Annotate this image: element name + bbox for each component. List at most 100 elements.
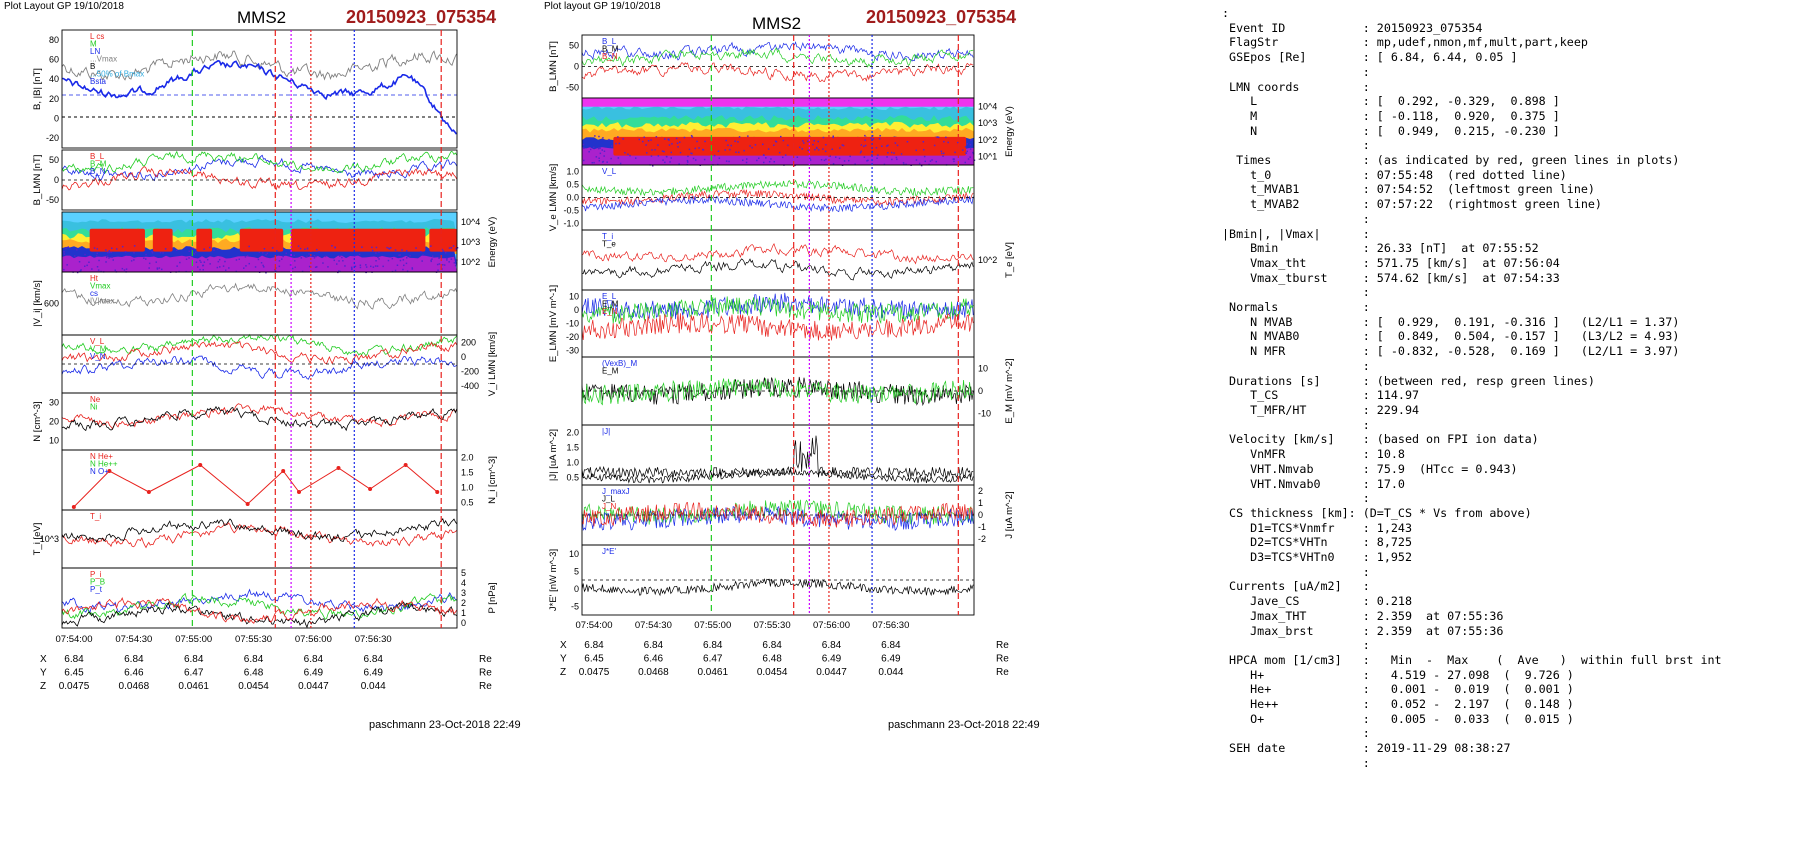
spectrogram-pixel bbox=[860, 144, 863, 146]
spectrogram-pixel bbox=[375, 252, 377, 254]
spectrogram-pixel bbox=[133, 252, 135, 254]
spectrogram-pixel bbox=[403, 264, 405, 267]
info-line: CS thickness [km]: (D=T_CS * Vs from abo… bbox=[1222, 505, 1532, 520]
spectrogram-pixel bbox=[243, 267, 245, 269]
spectrogram-pixel bbox=[263, 266, 265, 268]
mid-pos-row-label: Z bbox=[560, 667, 566, 678]
spectrogram-pixel bbox=[430, 259, 432, 262]
mid-pos-unit: Re bbox=[996, 654, 1009, 665]
spectrogram-pixel bbox=[430, 260, 432, 263]
spectrogram-pixel bbox=[802, 140, 804, 142]
mid-pos-value: 0.0468 bbox=[638, 667, 669, 678]
info-line: t_MVAB2 : 07:57:22 (rightmost green line… bbox=[1222, 197, 1602, 212]
spectrogram-hot-region bbox=[429, 228, 457, 252]
spectrogram-pixel bbox=[728, 160, 730, 163]
spectrogram-pixel bbox=[91, 268, 93, 270]
mid-pos-value: 6.84 bbox=[822, 640, 842, 651]
info-line: : bbox=[1222, 211, 1370, 226]
spectrogram-pixel bbox=[735, 151, 737, 153]
mid-panel-1-ytick-label: 0 bbox=[574, 62, 579, 72]
mid-panel-3-trace bbox=[581, 179, 974, 197]
spectrogram-pixel bbox=[444, 252, 447, 254]
spectrogram-pixel bbox=[257, 258, 260, 261]
left-pos-value: 6.47 bbox=[184, 668, 204, 679]
spectrogram-pixel bbox=[663, 150, 665, 153]
mid-panel-6-legend-entry: (VexB)_M bbox=[602, 359, 637, 368]
spectrogram-pixel bbox=[106, 251, 109, 254]
spectrogram-pixel bbox=[365, 266, 368, 268]
left-panel-5-ytick-label: -200 bbox=[461, 366, 479, 376]
left-panel-4-trace bbox=[61, 282, 458, 310]
mid-panel-5-trace bbox=[581, 296, 974, 325]
left-panel-4-legend-entry: Ht bbox=[90, 274, 99, 283]
spectrogram-pixel bbox=[887, 152, 889, 154]
spectrogram-pixel bbox=[354, 265, 357, 268]
spectrogram-pixel bbox=[864, 139, 866, 141]
left-panel-7-frame bbox=[61, 449, 458, 511]
spectrogram-hot-region bbox=[239, 228, 284, 252]
left-pos-value: 6.84 bbox=[184, 654, 204, 665]
spectrogram-pixel bbox=[206, 258, 209, 261]
mid-pos-value: 0.0454 bbox=[757, 667, 788, 678]
spectrogram-pixel bbox=[687, 161, 689, 163]
left-panel-1-ytick-label: 80 bbox=[49, 35, 59, 45]
spectrogram-pixel bbox=[158, 267, 161, 269]
spectrogram-pixel bbox=[599, 147, 601, 150]
spectrogram-pixel bbox=[875, 147, 878, 149]
spectrogram-pixel bbox=[935, 160, 937, 163]
spectrogram-pixel bbox=[116, 248, 118, 250]
spectrogram-pixel bbox=[598, 135, 600, 138]
mid-panel-9-frame bbox=[581, 544, 975, 616]
spectrogram-pixel bbox=[886, 156, 888, 158]
spectrogram-pixel bbox=[687, 155, 689, 158]
spectrogram-pixel bbox=[839, 147, 841, 149]
mid-panel-7-legend-entry: |J| bbox=[602, 427, 610, 436]
spectrogram-pixel bbox=[289, 264, 292, 266]
left-panel-9-ylabel: P [nPa] bbox=[487, 583, 498, 614]
spectrogram-pixel bbox=[96, 266, 99, 268]
spectrogram-pixel bbox=[593, 161, 595, 164]
spectrogram-pixel bbox=[285, 252, 287, 255]
mid-panel-9-ytick-label: 0 bbox=[574, 584, 579, 594]
mid-time-tick-label: 07:56:30 bbox=[872, 620, 909, 631]
spectrogram-pixel bbox=[79, 270, 82, 272]
mid-panel-1-legend-entry: B_N bbox=[602, 52, 618, 61]
spectrogram-pixel bbox=[738, 151, 740, 154]
mid-panel-5-legend-entry: E_M bbox=[602, 300, 619, 309]
mid-panel-1-ytick-label: 50 bbox=[569, 41, 579, 51]
spectrogram-pixel bbox=[193, 253, 196, 255]
spectrogram-pixel bbox=[359, 264, 362, 266]
info-line: : bbox=[1222, 417, 1370, 432]
spectrogram-pixel bbox=[756, 159, 758, 162]
left-pos-value: 6.84 bbox=[64, 654, 84, 665]
mid-pos-value: 6.84 bbox=[584, 640, 604, 651]
spectrogram-pixel bbox=[871, 154, 873, 156]
spectrogram-pixel bbox=[308, 253, 310, 255]
spectrogram-pixel bbox=[431, 258, 433, 260]
info-line: Event ID : 20150923_075354 bbox=[1222, 20, 1483, 35]
spectrogram-pixel bbox=[63, 251, 65, 253]
spectrogram-pixel bbox=[737, 141, 739, 143]
spectrogram-pixel bbox=[725, 139, 727, 142]
left-pos-value: 0.0454 bbox=[238, 681, 269, 692]
spectrogram-pixel bbox=[763, 161, 765, 164]
spectrogram-pixel bbox=[333, 259, 335, 262]
mid-panel-8-ytick-label: -1 bbox=[978, 522, 986, 532]
spectrogram-pixel bbox=[431, 255, 434, 257]
info-line: Bmin : 26.33 [nT] at 07:55:52 bbox=[1222, 241, 1539, 256]
spectrogram-pixel bbox=[121, 267, 124, 270]
spectrogram-pixel bbox=[318, 250, 320, 253]
left-panel-1-legend-entry: L cs bbox=[90, 32, 104, 41]
spectrogram-pixel bbox=[111, 247, 113, 249]
spectrogram-pixel bbox=[915, 159, 918, 161]
info-line: : bbox=[1222, 726, 1370, 741]
spectrogram-pixel bbox=[838, 157, 841, 160]
spectrogram-pixel bbox=[304, 248, 306, 250]
left-pos-unit: Re bbox=[479, 668, 492, 679]
spectrogram-pixel bbox=[778, 151, 781, 154]
spectrogram-pixel bbox=[603, 155, 605, 157]
mid-pos-value: 6.84 bbox=[703, 640, 723, 651]
spectrogram-pixel bbox=[647, 140, 650, 142]
spectrogram-pixel bbox=[65, 247, 67, 249]
